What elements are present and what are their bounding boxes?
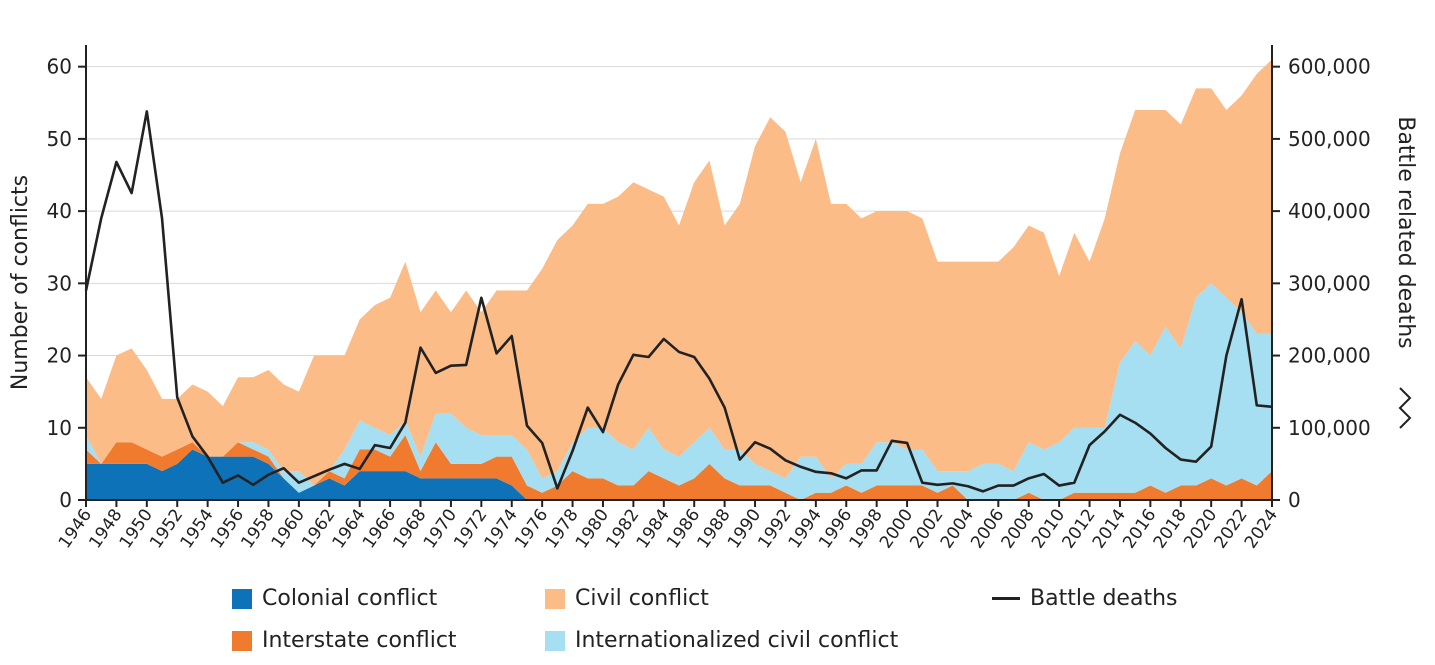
right-tick-label: 400,000: [1288, 199, 1371, 223]
left-tick-label: 60: [47, 55, 72, 79]
x-tick-label: 1984: [633, 505, 674, 552]
x-tick-label: 1946: [55, 505, 96, 552]
left-tick-label: 40: [47, 199, 72, 223]
x-tick-label: 2022: [1210, 505, 1251, 552]
axis-break-icon: [1400, 388, 1410, 428]
x-tick-label: 2016: [1119, 505, 1160, 552]
x-tick-label: 2008: [998, 505, 1039, 552]
right-tick-label: 200,000: [1288, 344, 1371, 368]
x-tick-label: 1952: [146, 505, 187, 552]
y2-axis-title: Battle related deaths: [1393, 116, 1418, 348]
right-tick-label: 300,000: [1288, 271, 1371, 295]
right-tick-label: 600,000: [1288, 55, 1371, 79]
y-axis-title: Number of conflicts: [8, 175, 33, 390]
left-tick-label: 50: [47, 127, 72, 151]
left-tick-label: 0: [59, 488, 72, 512]
right-tick-label: 100,000: [1288, 416, 1371, 440]
left-tick-label: 20: [47, 344, 72, 368]
area-civil-conflict: [86, 59, 1272, 485]
x-tick-label: 2024: [1241, 505, 1282, 552]
x-tick-label: 1992: [754, 505, 795, 552]
right-tick-label: 500,000: [1288, 127, 1371, 151]
x-tick-label: 1954: [177, 505, 218, 552]
x-tick-label: 1976: [511, 505, 552, 552]
right-tick-label: 0: [1288, 488, 1301, 512]
x-tick-label: 2000: [876, 505, 917, 552]
x-tick-label: 1960: [268, 505, 309, 552]
x-tick-label: 1968: [389, 505, 430, 552]
left-tick-label: 30: [47, 271, 72, 295]
stacked-areas: [86, 59, 1272, 500]
left-tick-label: 10: [47, 416, 72, 440]
